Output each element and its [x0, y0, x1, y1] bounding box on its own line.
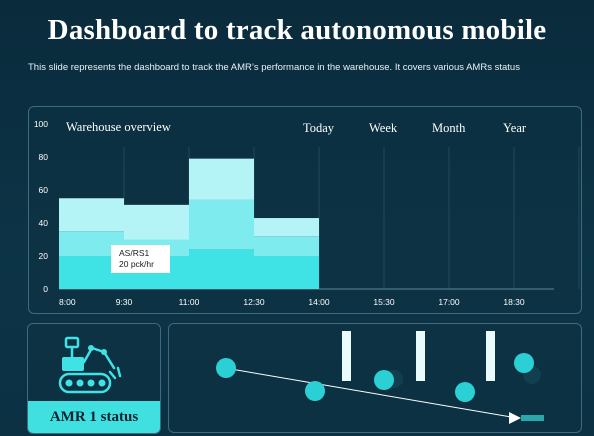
robot-rover-icon — [58, 336, 122, 394]
x-tick-label: 15:30 — [373, 297, 395, 307]
tooltip-rate: 20 pck/hr — [119, 259, 154, 269]
dock-station — [521, 415, 544, 421]
bar-segment[interactable] — [124, 204, 189, 240]
warehouse-overview-panel: 0 20 40 60 80 100 8:00 9:30 11:00 12:30 14:00 15:3… — [28, 106, 582, 314]
x-tick-label: 11:00 — [179, 297, 200, 307]
slide-subtitle: This slide represents the dashboard to t… — [28, 62, 520, 73]
amr-marker[interactable] — [216, 358, 236, 378]
rack-1 — [342, 331, 351, 381]
x-tick-label: 9:30 — [116, 297, 133, 307]
bar-segment[interactable] — [254, 236, 319, 256]
amr-status-card[interactable]: AMR 1 status — [27, 323, 161, 434]
tab-year[interactable]: Year — [503, 121, 527, 135]
y-tick-label: 100 — [34, 119, 48, 129]
tab-today[interactable]: Today — [303, 121, 335, 135]
bar-tooltip: AS/RS1 20 pck/hr — [111, 245, 170, 273]
x-tick-label: 8:00 — [59, 297, 76, 307]
y-tick-label: 80 — [39, 152, 49, 162]
slide-title: Dashboard to track autonomous mobile — [47, 14, 547, 46]
y-tick-label: 0 — [43, 284, 48, 294]
bar-segment[interactable] — [254, 256, 319, 289]
amr-marker[interactable] — [514, 353, 534, 373]
rack-3 — [486, 331, 495, 381]
tab-week[interactable]: Week — [369, 121, 398, 135]
warehouse-overview-chart: 0 20 40 60 80 100 8:00 9:30 11:00 12:30 14:00 15:3… — [34, 119, 580, 307]
y-tick-label: 60 — [39, 185, 49, 195]
tooltip-station: AS/RS1 — [119, 248, 150, 258]
x-tick-label: 14:00 — [308, 297, 330, 307]
bar-segment[interactable] — [189, 199, 254, 250]
bar-segment[interactable] — [59, 198, 124, 232]
amr-route-line — [224, 367, 518, 419]
bar-segment[interactable] — [189, 158, 254, 200]
tab-month[interactable]: Month — [432, 121, 466, 135]
amr-markers — [216, 353, 541, 402]
bar-segment[interactable] — [189, 249, 254, 289]
x-tick-label: 12:30 — [243, 297, 265, 307]
x-tick-label: 18:30 — [503, 297, 525, 307]
rack-2 — [416, 331, 425, 381]
amr-status-label[interactable]: AMR 1 status — [28, 401, 160, 433]
y-tick-label: 20 — [39, 251, 49, 261]
amr-path-map — [216, 331, 544, 424]
route-arrow-icon — [509, 412, 521, 424]
bar-segment[interactable] — [254, 218, 319, 237]
x-tick-label: 17:00 — [438, 297, 460, 307]
amr-marker[interactable] — [374, 370, 394, 390]
amr-marker[interactable] — [305, 381, 325, 401]
y-tick-label: 40 — [39, 218, 49, 228]
overview-title: Warehouse overview — [66, 120, 171, 134]
amr-map-panel — [168, 323, 582, 433]
amr-marker[interactable] — [455, 382, 475, 402]
